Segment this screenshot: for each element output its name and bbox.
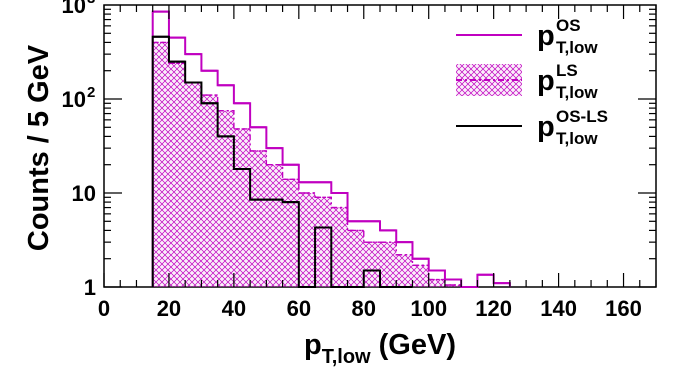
series-os — [151, 10, 511, 288]
x-axis-title: pT,low (GeV) — [304, 329, 456, 368]
x-tick-label: 80 — [352, 296, 376, 321]
legend-label-sub: T,low — [556, 38, 598, 57]
x-tick-label: 140 — [540, 296, 577, 321]
legend-label-sup: OS — [556, 16, 581, 35]
y-tick-exponent: 2 — [87, 84, 95, 101]
legend-label-base: p — [537, 20, 555, 52]
y-tick-label: 10 — [72, 181, 96, 206]
legend-entry-os: p OS T,low — [456, 16, 598, 57]
x-tick-label: 20 — [157, 296, 181, 321]
legend-entry-ls: p LS T,low — [456, 61, 598, 102]
x-tick-label: 120 — [475, 296, 512, 321]
y-tick-exponent: 3 — [87, 0, 95, 7]
series-ls-hatch — [152, 42, 462, 288]
x-tick-label: 40 — [222, 296, 246, 321]
y-tick-label: 10 — [62, 87, 86, 112]
y-axis-title: Counts / 5 GeV — [23, 44, 55, 251]
x-tick-label: 100 — [410, 296, 447, 321]
legend-entry-osls: p OS-LS T,low — [456, 107, 608, 148]
series-layer — [151, 10, 511, 288]
x-tick-label: 160 — [605, 296, 642, 321]
series-ls — [152, 41, 462, 288]
x-axis-title-base: p — [304, 329, 322, 361]
x-tick-label: 0 — [98, 296, 110, 321]
legend-label-sup: OS-LS — [556, 107, 608, 126]
legend-label-sup: LS — [556, 61, 578, 80]
tick-layer: 020406080100120140160110102103 — [62, 0, 657, 321]
legend-label-base: p — [537, 65, 555, 97]
x-axis-title-suffix: (GeV) — [371, 329, 456, 361]
y-tick-label: 10 — [62, 0, 86, 18]
y-tick-label: 1 — [84, 275, 96, 300]
legend-label-sub: T,low — [556, 83, 598, 102]
series-os-outline — [151, 10, 511, 288]
legend-label-base: p — [537, 111, 555, 143]
x-axis-title-sub: T,low — [322, 346, 371, 368]
x-tick-label: 60 — [287, 296, 311, 321]
legend-label-sub: T,low — [556, 129, 598, 148]
